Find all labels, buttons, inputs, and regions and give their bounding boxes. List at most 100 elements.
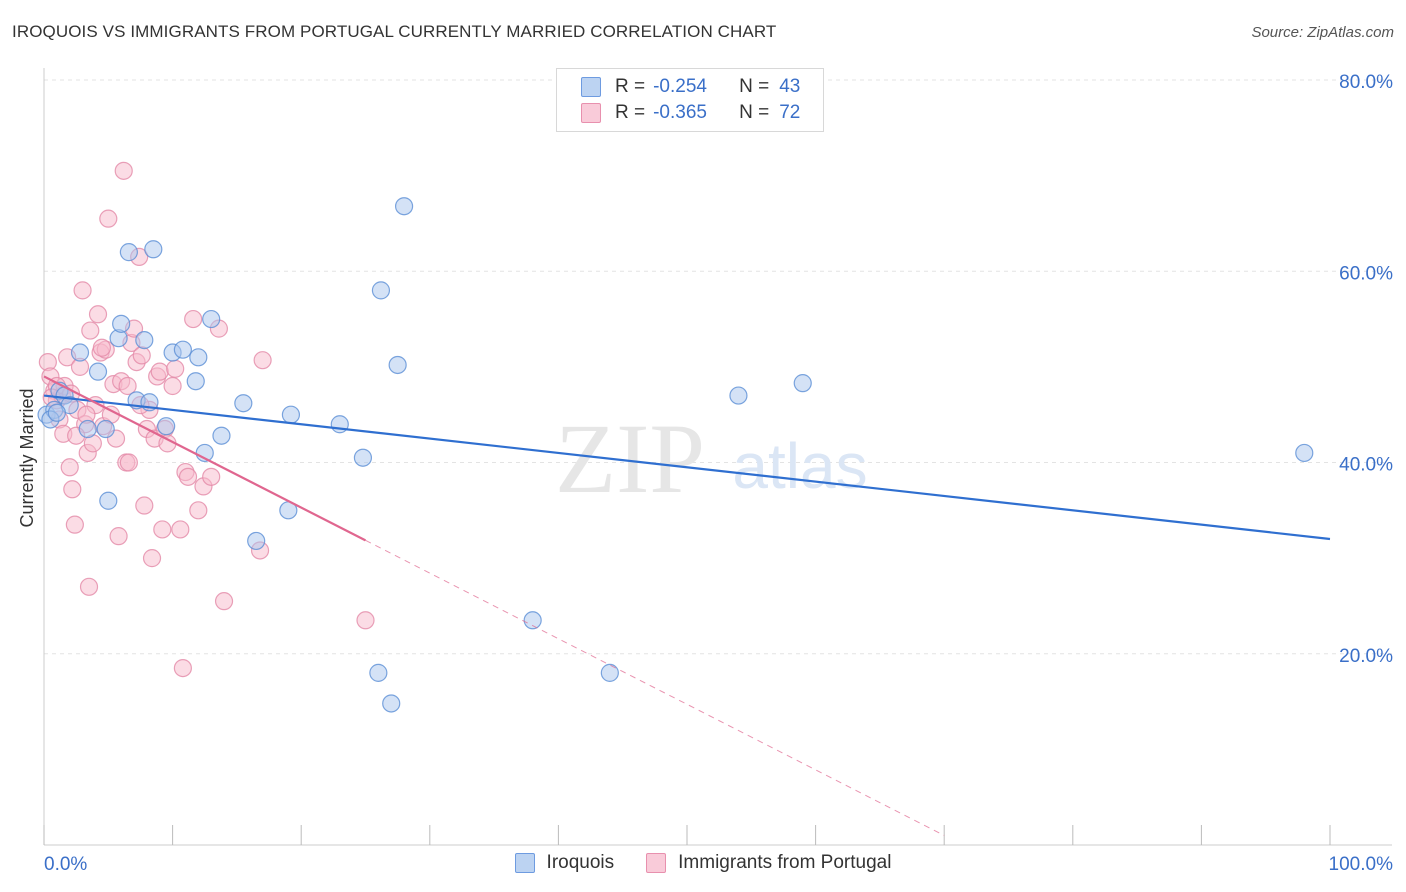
- data-point-blue: [281, 405, 301, 424]
- trend-line-blue: [43, 394, 1331, 541]
- data-point-pink: [114, 161, 133, 180]
- data-point-pink: [73, 281, 92, 300]
- legend-label-portugal: Immigrants from Portugal: [678, 852, 892, 873]
- legend-r-label: R =: [615, 76, 646, 97]
- data-point-pink: [166, 359, 185, 378]
- data-point-pink: [163, 376, 182, 396]
- data-point-blue: [173, 340, 192, 359]
- y-tick-label: 60.0%: [1339, 263, 1393, 284]
- data-point-blue: [729, 386, 748, 405]
- data-point-blue: [388, 355, 407, 375]
- data-point-blue: [112, 314, 131, 333]
- data-point-pink: [356, 611, 375, 630]
- data-point-blue: [523, 611, 542, 630]
- data-point-blue: [96, 419, 115, 439]
- legend-swatch-iroquois: [581, 77, 601, 97]
- chart-title: IROQUOIS VS IMMIGRANTS FROM PORTUGAL CUR…: [12, 22, 777, 41]
- legend-n-label: N =: [739, 102, 770, 123]
- data-point-blue: [47, 403, 66, 422]
- data-point-blue: [157, 417, 176, 436]
- data-point-pink: [150, 362, 169, 381]
- data-point-pink: [99, 209, 118, 228]
- data-point-pink: [88, 305, 108, 324]
- data-point-pink: [63, 480, 82, 499]
- data-point-blue: [600, 663, 619, 682]
- series-portugal-points: [38, 161, 375, 678]
- y-tick-label: 80.0%: [1339, 72, 1393, 93]
- data-point-blue: [202, 309, 221, 329]
- watermark-zip: ZIP: [555, 403, 705, 514]
- trend-line-extension-pink: [365, 539, 945, 836]
- legend-swatch-iroquois: [514, 853, 535, 873]
- gridlines: [44, 79, 1392, 655]
- x-tick-labels: 0.0% 100.0%: [44, 854, 1393, 875]
- data-point-pink: [109, 527, 128, 546]
- data-point-blue: [394, 197, 414, 216]
- legend-swatch-portugal: [581, 103, 601, 123]
- data-point-pink: [184, 309, 203, 329]
- data-point-pink: [135, 496, 154, 515]
- legend-n-value: 72: [779, 102, 801, 123]
- data-point-pink: [118, 376, 137, 396]
- legend-r-value: -0.365: [653, 102, 707, 123]
- data-point-blue: [70, 343, 90, 362]
- legend-item-portugal[interactable]: Immigrants from Portugal: [646, 852, 891, 874]
- data-point-pink: [178, 467, 198, 486]
- data-point-blue: [353, 448, 373, 467]
- data-point-pink: [171, 520, 190, 539]
- legend-n-label: N =: [739, 76, 770, 97]
- data-point-blue: [369, 663, 388, 682]
- data-point-blue: [78, 419, 97, 439]
- legend-r-value: -0.254: [653, 76, 707, 97]
- y-tick-labels: 20.0% 40.0% 60.0% 80.0%: [1339, 72, 1393, 667]
- series-legend: Iroquois Immigrants from Portugal: [0, 852, 1406, 874]
- watermark: ZIP atlas: [555, 403, 868, 514]
- data-point-pink: [79, 577, 99, 596]
- legend-row-portugal: R = -0.365 N = 72: [581, 101, 800, 125]
- data-point-blue: [793, 374, 812, 393]
- x-tick-label: 100.0%: [1329, 854, 1394, 875]
- data-point-pink: [119, 453, 138, 472]
- data-point-blue: [119, 243, 138, 262]
- data-point-pink: [81, 321, 100, 340]
- series-iroquois-points: [37, 197, 1314, 713]
- x-tick-label: 0.0%: [44, 854, 87, 875]
- data-point-pink: [92, 338, 111, 357]
- chart-source: Source: ZipAtlas.com: [1251, 24, 1394, 41]
- data-point-blue: [1295, 443, 1314, 463]
- legend-n-value: 43: [779, 76, 801, 97]
- data-point-blue: [144, 240, 163, 259]
- data-point-pink: [173, 658, 192, 678]
- legend-r-label: R =: [615, 102, 646, 123]
- trend-lines: [43, 375, 1331, 836]
- legend-swatch-portugal: [646, 853, 667, 873]
- data-point-pink: [153, 520, 172, 539]
- watermark-atlas: atlas: [732, 430, 867, 502]
- y-tick-label: 40.0%: [1339, 455, 1393, 476]
- data-point-blue: [234, 394, 253, 413]
- data-point-pink: [132, 346, 151, 365]
- y-axis-label: Currently Married: [17, 388, 37, 527]
- data-point-blue: [382, 694, 401, 713]
- data-point-pink: [214, 592, 234, 611]
- axes: [43, 68, 1392, 846]
- legend-row-iroquois: R = -0.254 N = 43: [581, 75, 800, 99]
- data-point-blue: [135, 331, 154, 350]
- data-point-pink: [142, 549, 162, 568]
- data-point-pink: [60, 458, 79, 477]
- stats-legend: R = -0.254 N = 43 R = -0.365 N = 72: [556, 68, 824, 132]
- y-tick-label: 20.0%: [1339, 646, 1393, 667]
- data-point-pink: [65, 515, 84, 534]
- trend-line-pink: [43, 375, 366, 542]
- data-point-blue: [99, 491, 118, 510]
- data-point-blue: [212, 426, 231, 445]
- data-point-blue: [371, 281, 391, 300]
- data-point-blue: [88, 362, 108, 381]
- legend-item-iroquois[interactable]: Iroquois: [514, 852, 615, 874]
- data-point-pink: [202, 467, 221, 486]
- data-point-pink: [189, 501, 208, 520]
- data-point-pink: [253, 351, 272, 370]
- data-point-blue: [189, 348, 208, 367]
- legend-label-iroquois: Iroquois: [546, 852, 615, 873]
